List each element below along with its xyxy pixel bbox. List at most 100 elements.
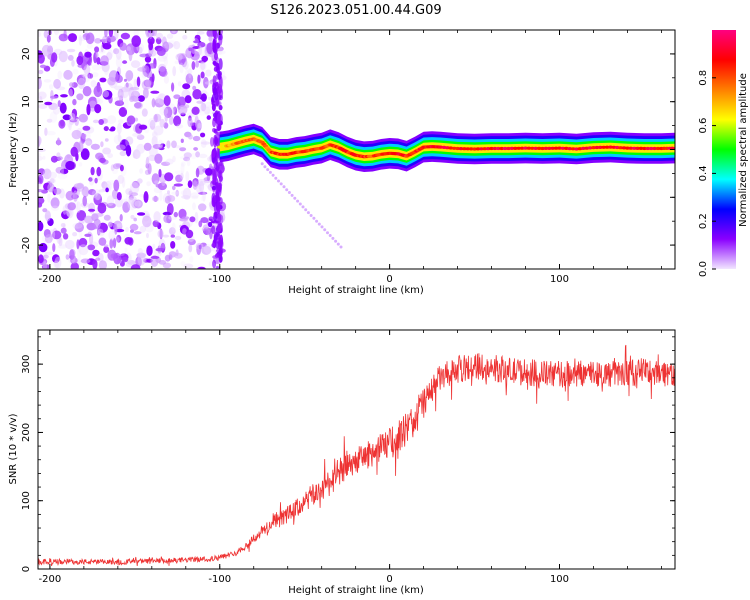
noise-speckle [76,55,84,66]
noise-speckle [93,218,101,229]
noise-speckle [216,195,220,202]
noise-speckle [143,191,149,203]
noise-speckle [85,32,95,45]
noise-speckle [46,131,56,136]
noise-speckle [173,183,184,187]
noise-speckle [287,191,291,194]
noise-speckle [74,222,85,233]
noise-speckle [198,45,203,56]
noise-speckle [97,226,101,236]
noise-speckle [173,94,181,99]
noise-speckle [132,132,142,137]
noise-speckle [211,243,216,248]
noise-speckle [217,31,222,41]
noise-speckle [88,202,95,214]
snr-x-ticks: -200 -100 0 100 [39,330,662,585]
colorbar-tick-label: 0.4 [698,165,709,181]
noise-speckle [72,222,83,229]
noise-speckle [83,140,93,146]
noise-speckle [76,210,87,221]
noise-speckle [65,190,75,201]
noise-speckle [143,142,152,151]
noise-speckle [139,168,144,174]
noise-speckle [132,152,137,159]
noise-speckle [98,260,107,269]
noise-speckle [149,119,156,130]
noise-speckle [212,118,217,128]
noise-speckle [98,189,106,193]
noise-speckle [199,101,203,113]
colorbar-scale [712,30,736,269]
noise-speckle [139,225,146,233]
noise-speckle [152,243,156,249]
noise-speckle [216,50,226,55]
noise-speckle [78,34,82,46]
noise-speckle [113,179,120,192]
noise-speckle [182,83,191,90]
noise-speckle [207,96,212,101]
noise-speckle [41,51,51,55]
colorbar-tick-label: 0.2 [698,213,709,229]
noise-speckle [180,162,185,174]
noise-speckle [197,41,206,48]
noise-speckle [326,231,329,235]
noise-speckle [77,77,86,90]
noise-speckle [155,247,166,252]
noise-speckle [78,113,89,123]
noise-speckle [119,164,124,172]
noise-speckle [49,111,58,123]
spectrogram-plot-area [38,30,675,269]
noise-speckle [177,104,188,115]
noise-speckle [133,231,142,235]
noise-speckle [162,211,172,216]
noise-speckle [190,192,199,199]
noise-speckle [137,67,146,72]
noise-speckle [186,158,191,167]
noise-speckle [81,189,86,196]
noise-speckle [184,95,192,104]
x-tick-label: 0 [386,274,392,285]
snr-x-axis-label: Height of straight line (km) [288,585,424,596]
noise-speckle [177,96,186,107]
noise-speckle [197,266,206,269]
noise-speckle [130,182,140,194]
noise-speckle [129,223,139,231]
noise-speckle [159,190,163,202]
noise-speckle [161,161,171,166]
noise-speckle [122,201,131,213]
noise-speckle [49,84,54,90]
noise-speckle [218,169,223,183]
noise-speckle [112,237,117,249]
noise-speckle [106,35,117,43]
noise-speckle [103,63,109,76]
noise-speckle [86,103,91,116]
noise-speckle [62,114,72,121]
noise-speckle [61,210,70,220]
noise-speckle [147,163,152,175]
noise-speckle [95,52,99,59]
noise-speckle [91,72,99,78]
noise-speckle [199,180,205,193]
noise-speckle [167,190,170,195]
noise-speckle [79,36,87,41]
noise-speckle [129,96,135,103]
noise-speckle [174,235,182,241]
y-tick-label: 10 [21,95,32,108]
noise-speckle [217,184,222,192]
noise-speckle [67,54,74,61]
noise-speckle [67,202,76,211]
ridge-peak [669,146,675,150]
noise-speckle [136,134,145,140]
noise-speckle [282,185,286,189]
noise-speckle [68,88,73,98]
noise-speckle [215,265,220,269]
noise-speckle [188,244,193,253]
noise-speckle [95,97,101,103]
noise-speckle [131,180,140,189]
noise-speckle [68,33,77,43]
noise-speckle [122,198,128,204]
noise-speckle [153,113,162,123]
noise-speckle [216,65,220,74]
noise-speckle [164,114,168,123]
noise-speckle [58,119,66,129]
